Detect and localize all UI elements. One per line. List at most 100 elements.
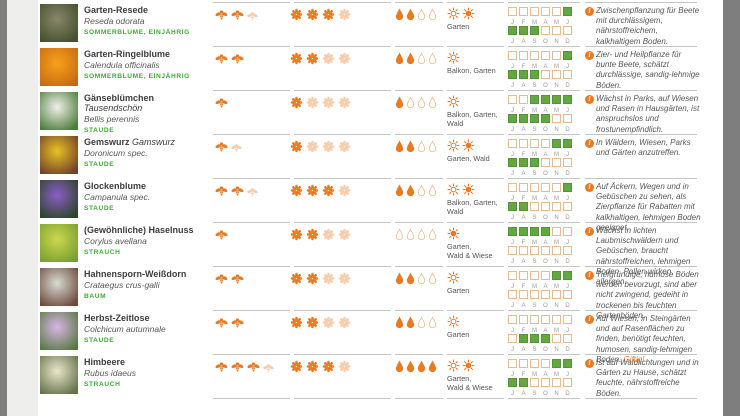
flower-icon	[322, 8, 335, 21]
month-cell	[508, 114, 517, 123]
month-letter: D	[565, 127, 570, 133]
month-cell	[519, 227, 528, 236]
month-letter: S	[532, 215, 537, 221]
month-letter: M	[554, 284, 559, 290]
month-cell	[508, 26, 517, 35]
month-letter: J	[566, 152, 569, 158]
month-cell	[541, 359, 550, 368]
month-letter: O	[543, 259, 548, 265]
row-divider	[294, 354, 391, 355]
month-cell	[508, 315, 517, 324]
water-drop-icon	[395, 228, 404, 241]
month-letter: S	[532, 259, 537, 265]
month-letter: O	[543, 215, 548, 221]
plant-photo	[40, 268, 78, 306]
partial-sun-icon	[447, 95, 460, 108]
month-letter: S	[532, 83, 537, 89]
flower-icon	[306, 184, 319, 197]
bee-icon	[247, 362, 260, 372]
plant-photo	[40, 92, 78, 130]
month-cell	[508, 7, 517, 16]
bee-icon	[231, 186, 244, 196]
flower-icon	[322, 228, 335, 241]
month-letter: J	[511, 240, 514, 246]
months-first-half	[508, 139, 578, 149]
row-divider	[585, 90, 697, 91]
plant-name-block: Garten-Ringelblume Calendula officinalis S…	[84, 49, 212, 80]
info-icon: i	[585, 95, 594, 104]
flower-icon	[338, 140, 351, 153]
month-letter: J	[511, 347, 514, 353]
month-letter: N	[554, 215, 559, 221]
flower-icon	[306, 316, 319, 329]
row-divider	[294, 398, 391, 399]
month-cell	[563, 290, 572, 299]
row-divider	[395, 310, 443, 311]
month-cell	[552, 139, 561, 148]
water-drop-icon	[428, 8, 437, 21]
water-drop-icon	[395, 140, 404, 153]
water-drop-icon	[406, 228, 415, 241]
plant-latin-name: Bellis perennis	[84, 114, 140, 124]
month-cell	[541, 202, 550, 211]
month-cell	[552, 359, 561, 368]
flower-rating	[290, 272, 351, 285]
month-letter: J	[511, 391, 514, 397]
month-cell	[508, 202, 517, 211]
row-divider	[447, 266, 504, 267]
row-divider	[585, 2, 697, 3]
month-letter: M	[532, 108, 537, 114]
flower-rating	[290, 360, 351, 373]
row-divider	[447, 134, 504, 135]
info-icon: i	[585, 359, 594, 368]
month-cell	[552, 26, 561, 35]
month-letter: J	[511, 303, 514, 309]
month-cell	[519, 246, 528, 255]
month-cell	[530, 315, 539, 324]
water-drop-icon	[428, 316, 437, 329]
plant-photo	[40, 224, 78, 262]
month-letter: O	[543, 83, 548, 89]
water-drop-icon	[406, 52, 415, 65]
row-divider	[447, 90, 504, 91]
water-drop-icon	[417, 360, 426, 373]
bee-rating	[215, 53, 244, 66]
row-divider	[213, 354, 290, 355]
month-letter: O	[543, 39, 548, 45]
month-letter: F	[521, 20, 526, 26]
plant-category: SOMMERBLUME, EINJÄHRIG	[84, 73, 190, 80]
month-letter: M	[532, 196, 537, 202]
month-cell	[519, 271, 528, 280]
months-second-half	[508, 158, 578, 168]
month-letter: J	[511, 215, 514, 221]
bee-icon	[215, 186, 228, 196]
month-letter: A	[543, 108, 548, 114]
row-divider	[294, 134, 391, 135]
month-cell	[552, 334, 561, 343]
month-cell	[508, 227, 517, 236]
plant-category: STAUDE	[84, 205, 115, 212]
month-cell	[519, 315, 528, 324]
bee-icon	[263, 364, 274, 372]
water-drop-icon	[406, 272, 415, 285]
month-letter: A	[521, 259, 526, 265]
month-letter: S	[532, 39, 537, 45]
month-cell	[530, 114, 539, 123]
water-rating	[395, 8, 437, 21]
month-letter: M	[554, 240, 559, 246]
flower-icon	[322, 360, 335, 373]
water-drop-icon	[406, 184, 415, 197]
info-text: Wächst in Parks, auf Wiesen und Rasen in…	[596, 94, 700, 134]
month-cell	[563, 95, 572, 104]
flower-icon	[338, 52, 351, 65]
month-letter: O	[543, 171, 548, 177]
months-second-half	[508, 70, 578, 80]
month-cell	[541, 139, 550, 148]
month-letter: A	[521, 347, 526, 353]
month-cell	[563, 114, 572, 123]
partial-sun-icon	[447, 359, 460, 372]
month-cell	[552, 246, 561, 255]
month-cell	[508, 246, 517, 255]
month-cell	[530, 227, 539, 236]
sun-icon	[462, 359, 475, 372]
